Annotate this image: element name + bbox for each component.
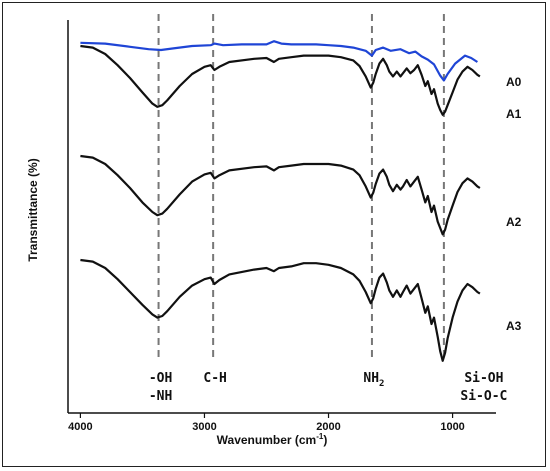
band-label: -OH xyxy=(149,371,172,386)
band-label: Si-OH xyxy=(464,371,503,386)
x-axis-title: Wavenumber (cm-1) xyxy=(217,432,328,447)
x-tick-label: 2000 xyxy=(316,421,340,433)
band-label-nh2-subscript: 2 xyxy=(379,379,384,389)
x-axis-title-superscript: -1 xyxy=(316,432,324,441)
band-label: C-H xyxy=(203,371,226,386)
band-label: -NH xyxy=(149,389,172,404)
band-marker-lines xyxy=(157,14,445,360)
axes: 4000 3000 2000 1000 xyxy=(67,20,496,433)
x-tick-label: 3000 xyxy=(192,421,216,433)
band-label-nh2-main: NH xyxy=(363,371,379,386)
series-label-a3: A3 xyxy=(506,319,522,333)
figure-frame xyxy=(2,2,546,467)
series-line-a2 xyxy=(80,154,481,236)
x-axis-title-main: Wavenumber (cm xyxy=(217,433,317,447)
series-label-a2: A2 xyxy=(506,215,522,229)
x-axis-title-tail: ) xyxy=(323,433,327,447)
spectra xyxy=(80,40,481,362)
x-tick-label: 1000 xyxy=(440,421,464,433)
series-line-a0 xyxy=(80,40,478,82)
labels: A0 A1 A2 A3 -OH -NH C-H NH2 Si-OH Si-O-C xyxy=(149,75,522,404)
band-label: Si-O-C xyxy=(460,389,507,404)
y-axis-title: Transmittance (%) xyxy=(26,158,40,261)
band-label-nh2: NH2 xyxy=(363,371,384,389)
series-label-a0: A0 xyxy=(506,75,522,89)
series-line-a1 xyxy=(80,44,481,116)
series-line-a3 xyxy=(80,258,481,362)
x-tick-label: 4000 xyxy=(68,421,92,433)
series-label-a1: A1 xyxy=(506,107,522,121)
